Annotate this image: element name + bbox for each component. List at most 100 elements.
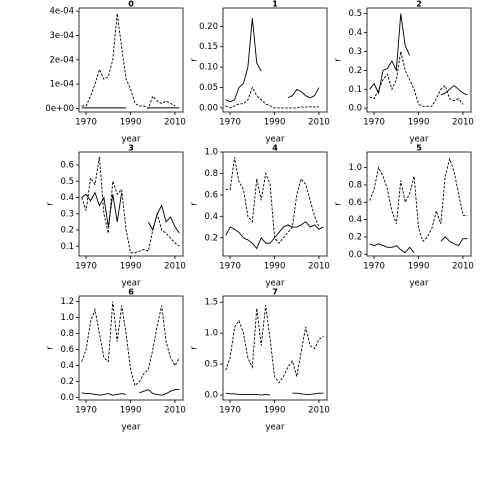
y-tick-label: 1.2	[60, 297, 74, 307]
y-tick-label: 1.0	[348, 163, 362, 173]
panel-title: 0	[128, 0, 134, 9]
y-tick-label: 0.6	[60, 161, 74, 171]
y-tick-label: 0.3	[348, 47, 362, 57]
data-line	[81, 301, 180, 387]
data-line	[225, 305, 324, 384]
y-tick-label: 0.05	[199, 83, 218, 93]
y-tick-label: 0.6	[348, 198, 362, 208]
x-axis-label: year	[122, 279, 141, 289]
plot-frame	[222, 7, 328, 113]
panel-title: 6	[128, 288, 134, 297]
y-tick-label: 0.5	[204, 360, 218, 370]
y-axis-label: r	[190, 202, 200, 206]
panel-title: 4	[272, 144, 278, 153]
y-tick-label: 0.2	[204, 233, 218, 243]
y-tick-label: 0.2	[348, 66, 362, 76]
y-tick-label: 1.0	[204, 148, 218, 158]
plot-frame	[366, 151, 472, 257]
x-tick-label: 1990	[120, 118, 142, 128]
data-line	[81, 13, 176, 110]
x-tick-label: 1970	[363, 118, 385, 128]
plot-frame	[78, 151, 184, 257]
y-axis-label: r	[190, 58, 200, 62]
y-axis-label: r	[190, 346, 200, 350]
y-tick-label: 0.2	[60, 226, 74, 236]
y-tick-label: 0.0	[204, 391, 218, 401]
data-line	[225, 157, 320, 244]
y-tick-label: 0.0	[348, 104, 362, 114]
plot-frame	[222, 295, 328, 401]
x-tick-label: 2010	[308, 118, 330, 128]
x-tick-label: 1990	[408, 262, 430, 272]
x-tick-label: 1970	[219, 406, 241, 416]
x-tick-label: 1970	[75, 406, 97, 416]
data-line	[81, 191, 180, 234]
y-tick-label: 4e-04	[49, 7, 74, 17]
y-tick-label: 0.6	[60, 345, 74, 355]
y-tick-label: 0e+00	[45, 104, 74, 114]
data-line	[225, 86, 320, 109]
y-tick-label: 0.5	[60, 177, 74, 187]
y-tick-label: 1.0	[204, 329, 218, 339]
y-tick-label: 1e-04	[49, 80, 74, 90]
y-tick-label: 0.0	[60, 393, 74, 403]
y-tick-label: 0.3	[60, 209, 74, 219]
x-tick-label: 1990	[264, 262, 286, 272]
x-axis-label: year	[122, 135, 141, 145]
y-tick-label: 0.6	[204, 190, 218, 200]
data-line	[81, 156, 180, 254]
x-axis-label: year	[266, 279, 285, 289]
x-tick-label: 1990	[120, 406, 142, 416]
y-axis-label: r	[46, 346, 56, 350]
y-tick-label: 1.0	[60, 313, 74, 323]
x-tick-label: 1970	[363, 262, 385, 272]
y-tick-label: 3e-04	[49, 31, 74, 41]
x-tick-label: 2010	[452, 262, 474, 272]
x-tick-label: 2010	[308, 406, 330, 416]
y-tick-label: 0.10	[199, 63, 218, 73]
y-tick-label: 0.4	[60, 361, 74, 371]
x-axis-label: year	[122, 423, 141, 433]
x-tick-label: 1990	[408, 118, 430, 128]
y-tick-label: 0.4	[348, 215, 362, 225]
x-axis-label: year	[410, 135, 429, 145]
x-axis-label: year	[266, 135, 285, 145]
x-tick-label: 1970	[75, 262, 97, 272]
y-tick-label: 0.4	[60, 193, 74, 203]
y-tick-label: 0.4	[348, 28, 362, 38]
data-line	[369, 51, 464, 107]
y-tick-label: 0.0	[348, 250, 362, 260]
y-tick-label: 0.1	[60, 242, 74, 252]
y-tick-label: 0.00	[199, 103, 218, 113]
x-tick-label: 2010	[452, 118, 474, 128]
y-tick-label: 2e-04	[49, 55, 74, 65]
panel-title: 3	[128, 144, 134, 153]
x-tick-label: 1990	[264, 406, 286, 416]
x-tick-label: 2010	[308, 262, 330, 272]
panel-title: 2	[416, 0, 422, 9]
x-tick-label: 2010	[164, 262, 186, 272]
x-tick-label: 1970	[219, 262, 241, 272]
x-tick-label: 1990	[264, 118, 286, 128]
plot-frame	[78, 295, 184, 401]
y-tick-label: 0.15	[199, 42, 218, 52]
y-tick-label: 1.5	[204, 298, 218, 308]
y-tick-label: 0.2	[348, 232, 362, 242]
y-tick-label: 0.8	[204, 169, 218, 179]
data-line	[369, 13, 468, 96]
plot-frame	[366, 7, 472, 113]
y-axis-label: r	[334, 202, 344, 206]
data-line	[369, 157, 468, 243]
y-tick-label: 0.8	[348, 180, 362, 190]
data-line	[225, 221, 324, 250]
plot-frame	[222, 151, 328, 257]
data-line	[369, 236, 468, 254]
x-axis-label: year	[266, 423, 285, 433]
panel-title: 1	[272, 0, 278, 9]
x-tick-label: 2010	[164, 118, 186, 128]
plot-frame	[78, 7, 184, 113]
x-tick-label: 1970	[219, 118, 241, 128]
x-tick-label: 2010	[164, 406, 186, 416]
y-tick-label: 0.20	[199, 22, 218, 32]
